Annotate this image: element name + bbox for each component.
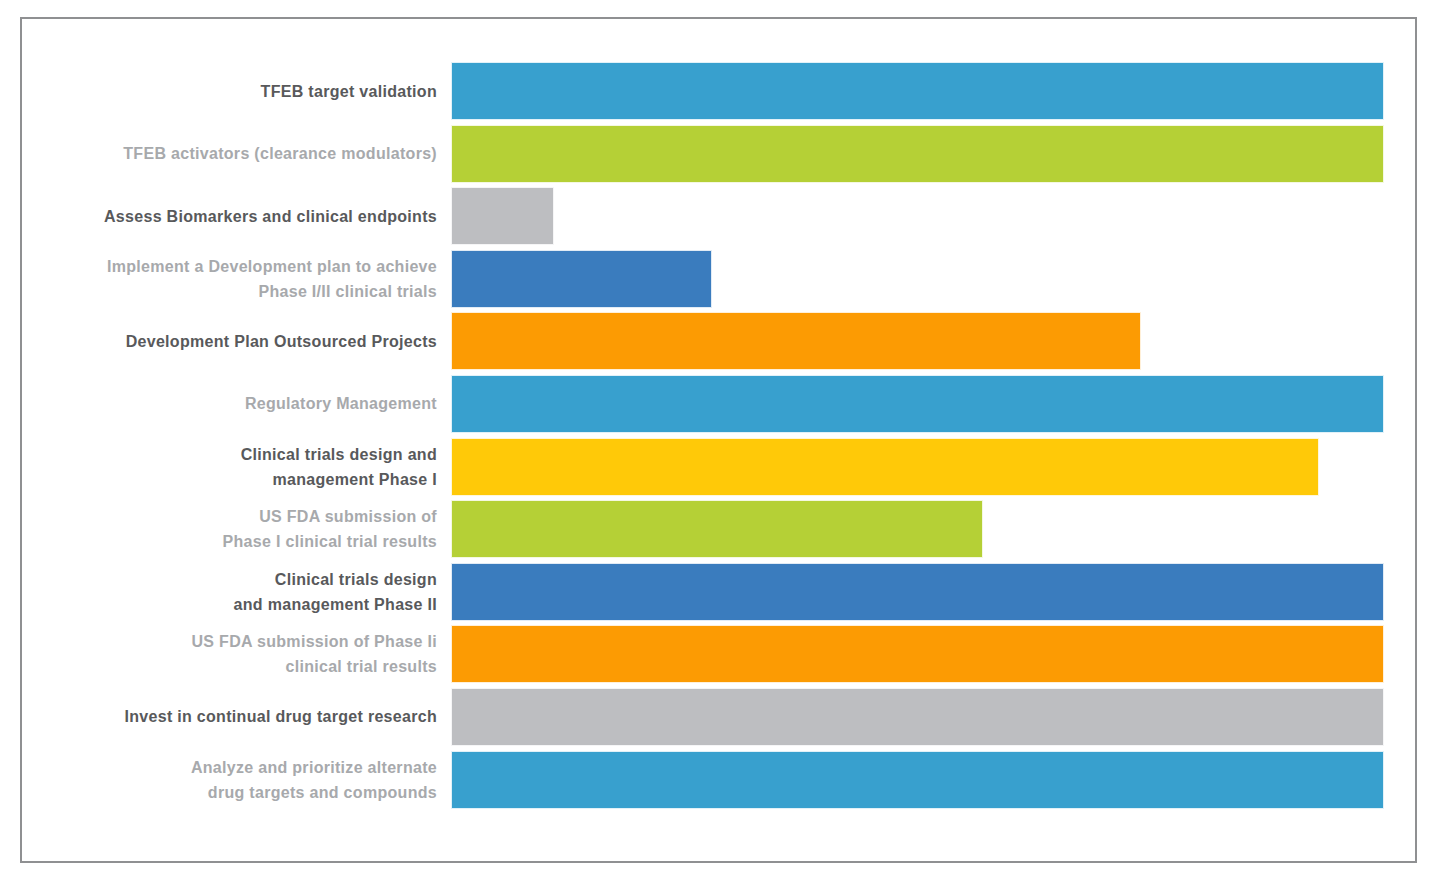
bar xyxy=(451,62,1384,120)
category-label: Assess Biomarkers and clinical endpoints xyxy=(22,204,437,229)
bar-track xyxy=(451,500,1384,558)
bar xyxy=(451,500,983,558)
bar-row: Development Plan Outsourced Projects xyxy=(22,312,1384,370)
bar-row: TFEB activators (clearance modulators) xyxy=(22,125,1384,183)
bar-row: Regulatory Management xyxy=(22,375,1384,433)
bar xyxy=(451,438,1319,496)
bar-row: Clinical trials design andmanagement Pha… xyxy=(22,438,1384,496)
category-label: TFEB activators (clearance modulators) xyxy=(22,141,437,166)
bar-track xyxy=(451,751,1384,809)
bar-row: US FDA submission ofPhase I clinical tri… xyxy=(22,500,1384,558)
bar-track xyxy=(451,250,1384,308)
bar xyxy=(451,375,1384,433)
category-label: Clinical trials designand management Pha… xyxy=(22,567,437,617)
bar xyxy=(451,312,1141,370)
category-label: Regulatory Management xyxy=(22,391,437,416)
bar xyxy=(451,250,712,308)
category-label: Development Plan Outsourced Projects xyxy=(22,329,437,354)
bar-track xyxy=(451,62,1384,120)
bar-row: US FDA submission of Phase Iiclinical tr… xyxy=(22,625,1384,683)
bar-track xyxy=(451,312,1384,370)
bar-row: Clinical trials designand management Pha… xyxy=(22,563,1384,621)
bar-row: Analyze and prioritize alternatedrug tar… xyxy=(22,751,1384,809)
category-label: TFEB target validation xyxy=(22,79,437,104)
category-label: US FDA submission ofPhase I clinical tri… xyxy=(22,504,437,554)
bar-row: Invest in continual drug target research xyxy=(22,688,1384,746)
category-label: Implement a Development plan to achieveP… xyxy=(22,254,437,304)
bar-track xyxy=(451,187,1384,245)
category-label: US FDA submission of Phase Iiclinical tr… xyxy=(22,629,437,679)
bar xyxy=(451,563,1384,621)
bar-track xyxy=(451,688,1384,746)
bar xyxy=(451,751,1384,809)
bar-track xyxy=(451,438,1384,496)
bar xyxy=(451,625,1384,683)
category-label: Clinical trials design andmanagement Pha… xyxy=(22,442,437,492)
bar-row: TFEB target validation xyxy=(22,62,1384,120)
bar xyxy=(451,187,554,245)
category-label: Invest in continual drug target research xyxy=(22,704,437,729)
bar-track xyxy=(451,563,1384,621)
chart-page: TFEB target validation TFEB activators (… xyxy=(0,0,1440,885)
bar-row: Implement a Development plan to achieveP… xyxy=(22,250,1384,308)
chart-frame: TFEB target validation TFEB activators (… xyxy=(20,17,1417,863)
bar-track xyxy=(451,625,1384,683)
bar-chart: TFEB target validation TFEB activators (… xyxy=(22,62,1384,813)
bar-track xyxy=(451,125,1384,183)
category-label: Analyze and prioritize alternatedrug tar… xyxy=(22,755,437,805)
bar xyxy=(451,688,1384,746)
bar-row: Assess Biomarkers and clinical endpoints xyxy=(22,187,1384,245)
bar-track xyxy=(451,375,1384,433)
bar xyxy=(451,125,1384,183)
